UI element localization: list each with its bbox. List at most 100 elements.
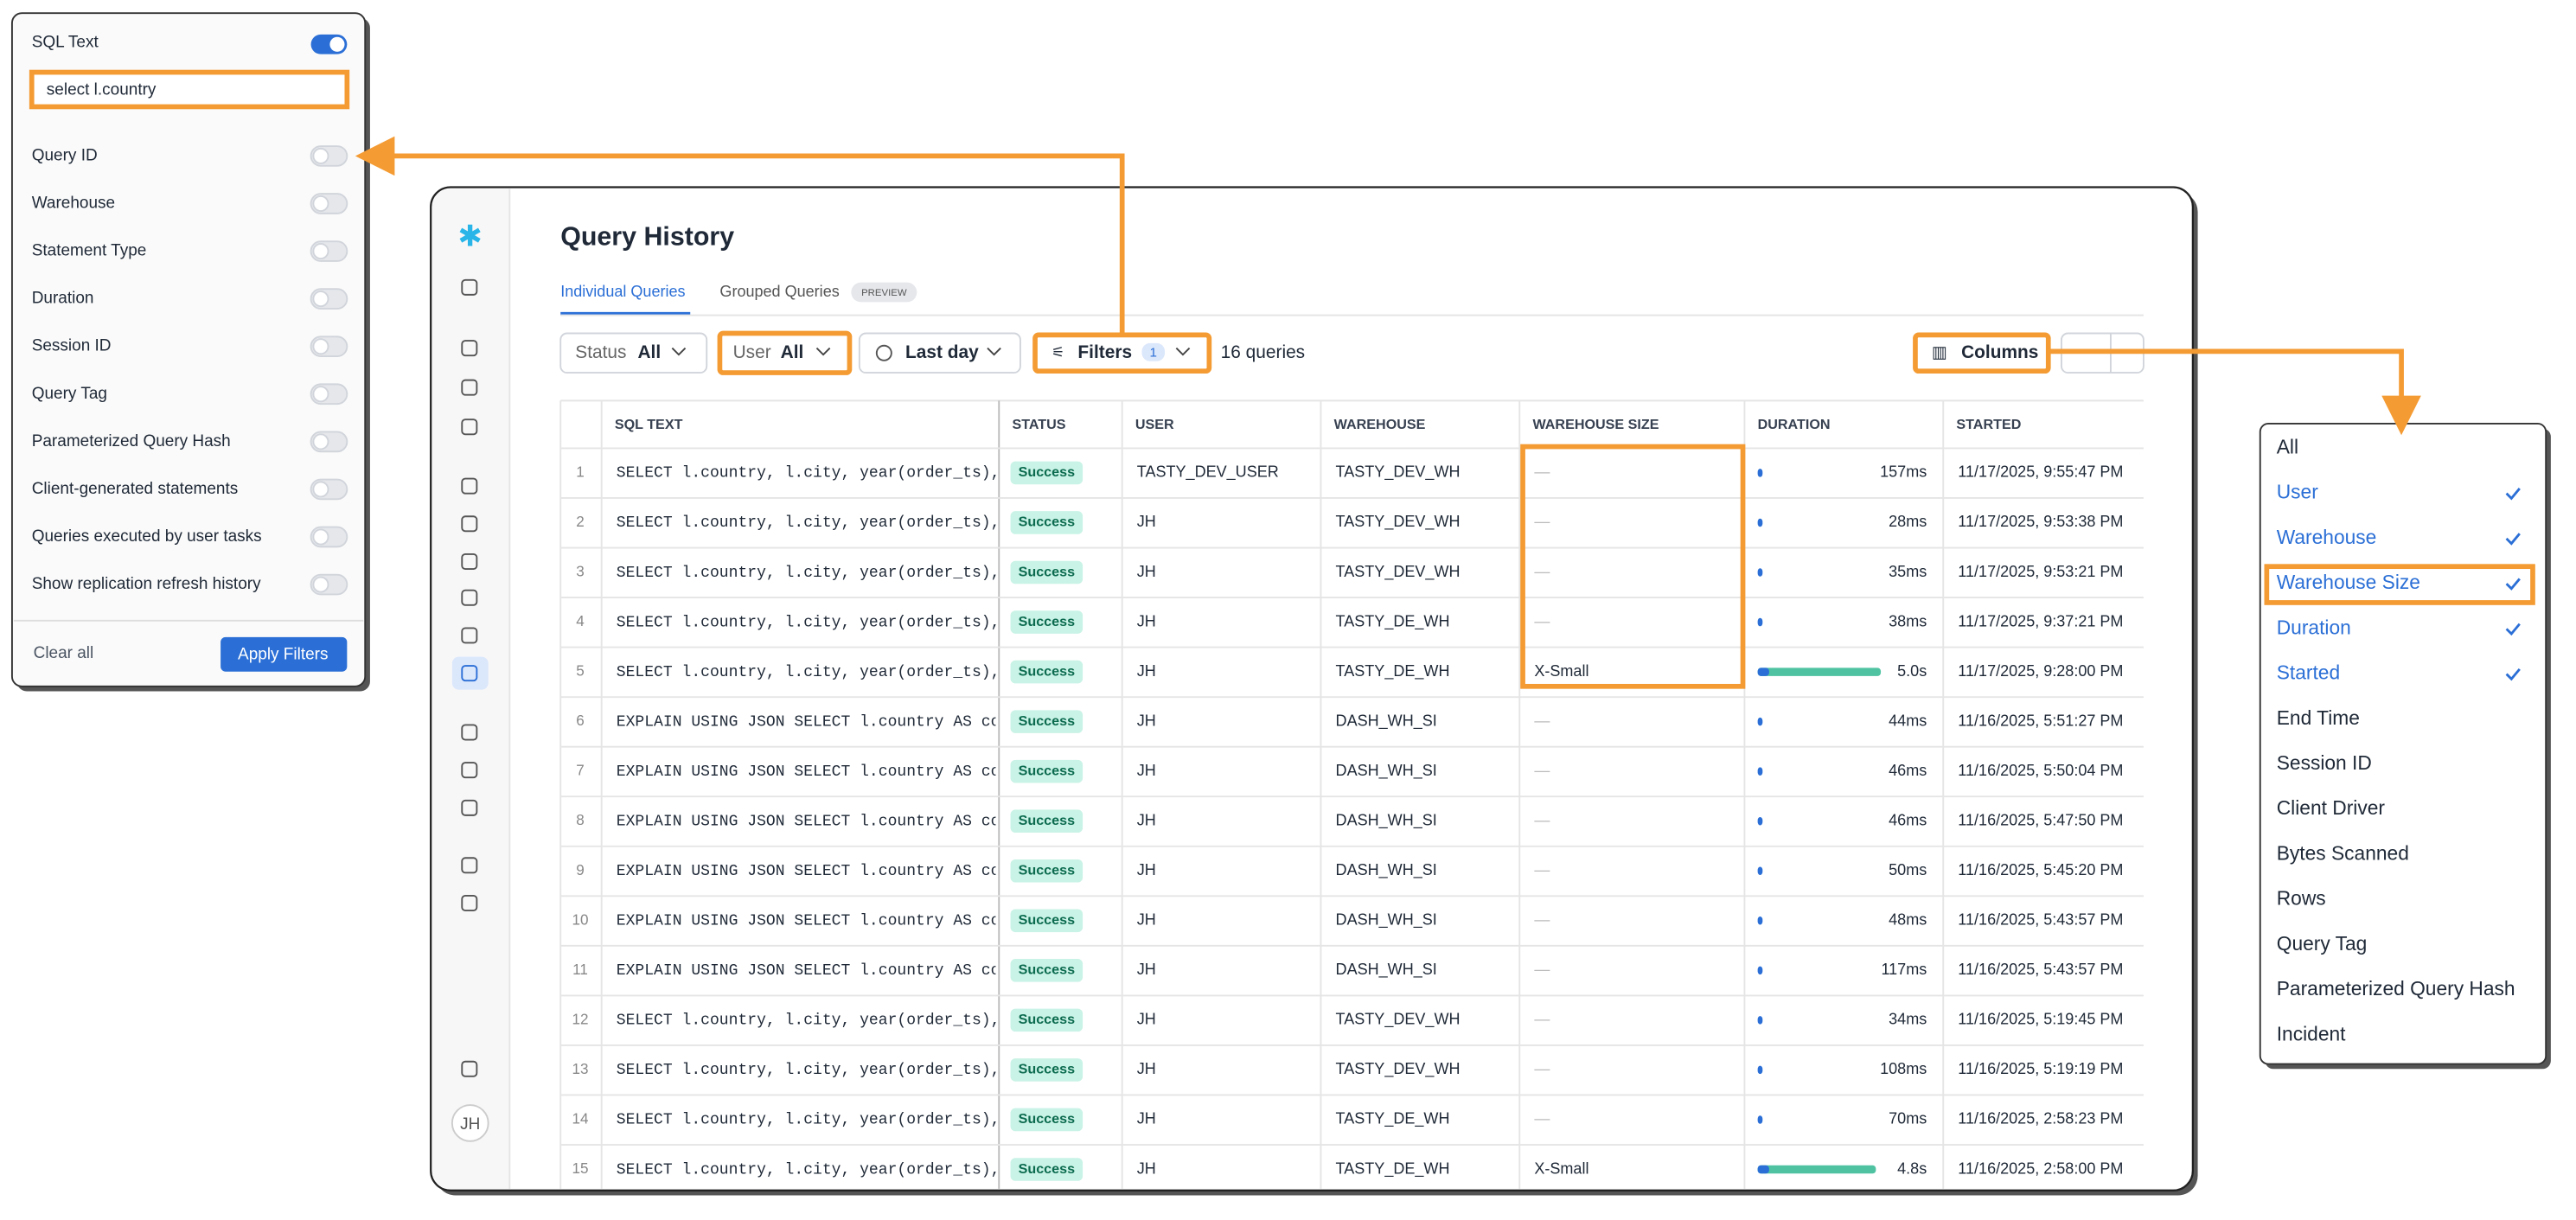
- status: Success: [1019, 962, 1075, 978]
- user-filter[interactable]: [717, 330, 853, 375]
- user: JH: [1137, 811, 1156, 828]
- sidebar-icon[interactable]: [461, 799, 478, 816]
- menu-item[interactable]: Incident: [2277, 1022, 2346, 1044]
- filter-option: Show replication refresh history: [32, 575, 261, 593]
- date-filter[interactable]: [858, 332, 1021, 374]
- filters-button[interactable]: [1032, 332, 1212, 374]
- tab[interactable]: Grouped Queries: [719, 283, 839, 300]
- filter-option: Query ID: [32, 146, 98, 164]
- column-header: WAREHOUSE SIZE: [1532, 417, 1659, 432]
- duration-track: [1757, 469, 1763, 477]
- columns-menu: [2259, 423, 2547, 1065]
- status-badge: [1010, 1108, 1083, 1132]
- sidebar-icon[interactable]: [461, 627, 478, 644]
- row-index: 14: [572, 1110, 589, 1127]
- started: 11/16/2025, 5:51:27 PM: [1958, 712, 2123, 729]
- started: 11/16/2025, 5:45:20 PM: [1958, 861, 2123, 878]
- menu-item[interactable]: Bytes Scanned: [2277, 841, 2409, 864]
- sidebar-icon[interactable]: [461, 418, 478, 436]
- check-mark: [2505, 488, 2521, 501]
- started: 11/17/2025, 9:55:47 PM: [1958, 463, 2123, 481]
- warehouse-size: —: [1534, 612, 1550, 629]
- duration-track: [1757, 518, 1763, 527]
- status-badge: [1010, 859, 1083, 883]
- duration: 38ms: [1889, 612, 1927, 629]
- user-value: All: [781, 342, 804, 362]
- highlight: [2264, 564, 2535, 605]
- warehouse-size: —: [1534, 463, 1550, 481]
- row-index: 5: [576, 663, 585, 680]
- menu-item[interactable]: Query Tag: [2277, 932, 2368, 955]
- duration: 44ms: [1889, 712, 1927, 729]
- menu-item[interactable]: Session ID: [2277, 751, 2372, 774]
- menu-item[interactable]: User: [2277, 481, 2318, 503]
- status: Success: [1019, 1062, 1075, 1077]
- status: Success: [1019, 912, 1075, 928]
- duration-track: [1757, 667, 1882, 676]
- sidebar-icon[interactable]: [461, 379, 478, 396]
- status: Success: [1019, 863, 1075, 878]
- sidebar-icon[interactable]: [461, 589, 478, 606]
- sql-text: SELECT l.country, l.city, year(order_ts)…: [617, 1161, 1000, 1178]
- sidebar-icon[interactable]: [461, 1060, 478, 1077]
- warehouse-size: —: [1534, 961, 1550, 978]
- sql-text: SELECT l.country, l.city, year(order_ts)…: [617, 1112, 1000, 1129]
- menu-item[interactable]: Warehouse: [2277, 526, 2377, 548]
- status-badge: [1010, 511, 1083, 534]
- columns-icon: ▥: [1932, 343, 1947, 361]
- status: Success: [1019, 763, 1075, 778]
- toggle-knob: [312, 195, 329, 212]
- tab-active[interactable]: Individual Queries: [560, 283, 685, 300]
- filter-option: Parameterized Query Hash: [32, 432, 231, 450]
- menu-item[interactable]: Started: [2277, 661, 2340, 684]
- avatar[interactable]: [451, 1104, 489, 1142]
- warehouse: DASH_WH_SI: [1336, 861, 1437, 879]
- apply-button[interactable]: [221, 636, 348, 672]
- menu-item[interactable]: Rows: [2277, 887, 2326, 910]
- duration: 48ms: [1889, 911, 1927, 929]
- search-value: select l.country: [47, 80, 157, 99]
- date-value: Last day: [905, 342, 979, 362]
- duration-start: [1757, 667, 1769, 676]
- sidebar-icon[interactable]: [461, 894, 478, 911]
- sql-text: SELECT l.country, l.city, year(order_ts)…: [617, 465, 1000, 482]
- duration-track: [1757, 1065, 1763, 1075]
- status: Success: [1019, 564, 1075, 579]
- sidebar-icon[interactable]: [461, 724, 478, 741]
- duration-track: [1757, 617, 1763, 627]
- menu-item[interactable]: Warehouse Size: [2277, 571, 2420, 593]
- warehouse-size: X-Small: [1534, 1159, 1588, 1177]
- started: 11/17/2025, 9:37:21 PM: [1958, 612, 2123, 629]
- sql-toggle-label: SQL Text: [32, 33, 99, 51]
- sidebar-icon[interactable]: [461, 762, 478, 779]
- avatar-label: JH: [460, 1115, 480, 1134]
- badge-label: PREVIEW: [861, 288, 907, 298]
- menu-item[interactable]: End Time: [2277, 706, 2360, 729]
- columns-button[interactable]: [1913, 332, 2051, 374]
- status-filter[interactable]: [559, 332, 708, 374]
- check-mark: [2505, 623, 2521, 636]
- search-input[interactable]: [29, 69, 350, 110]
- warehouse-size: —: [1534, 762, 1550, 779]
- status-label: Status: [575, 342, 626, 362]
- sidebar-icon[interactable]: [461, 278, 478, 296]
- menu-item[interactable]: All: [2277, 435, 2298, 457]
- sidebar-icon[interactable]: [461, 515, 478, 533]
- sidebar-icon[interactable]: [461, 340, 478, 357]
- menu-item[interactable]: Client Driver: [2277, 796, 2386, 819]
- sidebar-icon[interactable]: [461, 477, 478, 495]
- row-index: 4: [576, 613, 585, 629]
- warehouse-size: X-Small: [1534, 662, 1588, 680]
- sidebar-icon[interactable]: [461, 665, 478, 682]
- menu-item[interactable]: Duration: [2277, 616, 2351, 638]
- sidebar-icon[interactable]: [461, 857, 478, 874]
- user: JH: [1137, 563, 1156, 580]
- menu-item[interactable]: Parameterized Query Hash: [2277, 977, 2515, 1000]
- sidebar-icon[interactable]: [461, 553, 478, 570]
- clear-all[interactable]: Clear all: [34, 644, 94, 662]
- filter-count-badge: [1141, 342, 1166, 361]
- toggle-knob: [312, 528, 329, 546]
- duration-track: [1757, 1115, 1763, 1124]
